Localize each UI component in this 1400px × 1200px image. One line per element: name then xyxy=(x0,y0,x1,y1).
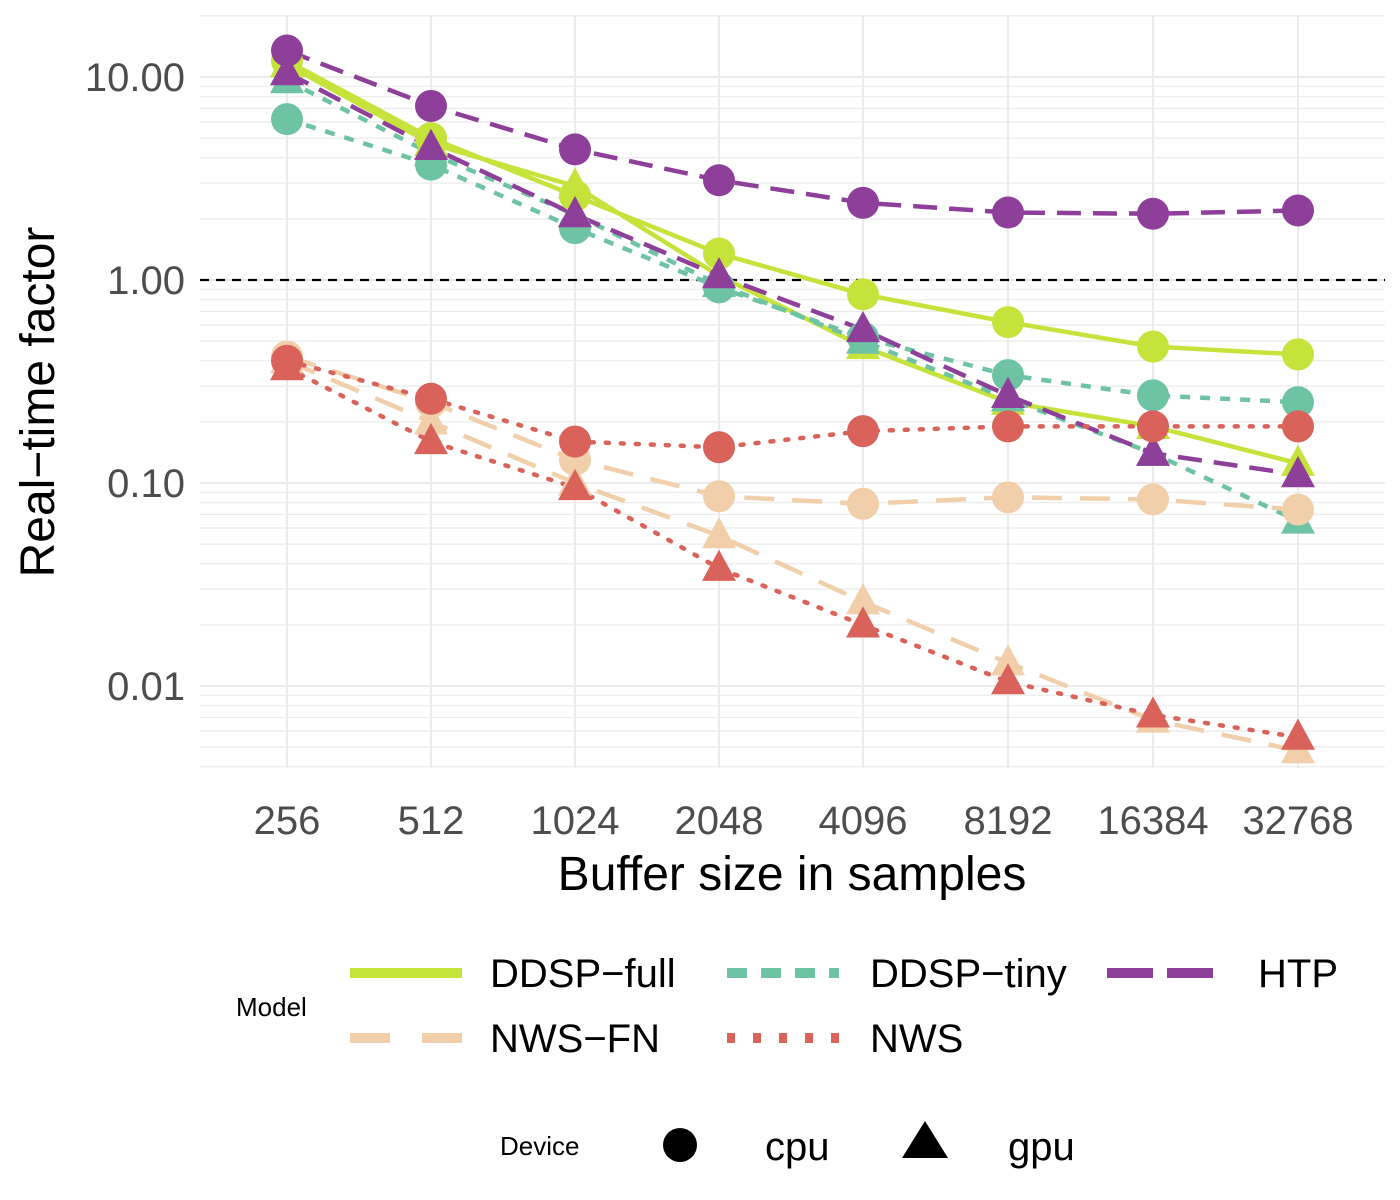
data-point-cpu xyxy=(559,425,591,458)
data-point-cpu xyxy=(992,306,1024,339)
data-point-cpu xyxy=(1282,386,1314,419)
x-tick-label: 8192 xyxy=(964,799,1053,843)
data-point-cpu xyxy=(415,89,447,122)
x-tick-label: 16384 xyxy=(1097,799,1208,843)
data-point-cpu xyxy=(1137,410,1169,443)
data-point-gpu xyxy=(991,644,1025,676)
data-point-cpu xyxy=(847,487,879,520)
data-point-cpu xyxy=(1282,338,1314,371)
data-point-cpu xyxy=(415,382,447,415)
x-tick-label: 2048 xyxy=(675,799,764,843)
data-point-cpu xyxy=(992,410,1024,443)
data-point-cpu xyxy=(992,196,1024,229)
data-point-cpu xyxy=(1137,330,1169,363)
series-line-ddsptiny-gpu xyxy=(285,78,1299,524)
series-line-ddspfull-cpu xyxy=(285,58,1299,357)
data-point-cpu xyxy=(1137,483,1169,516)
data-point-gpu xyxy=(991,376,1025,409)
data-point-gpu xyxy=(558,167,592,199)
legend-title-device: Device xyxy=(500,1131,579,1161)
legend-label-model: DDSP−tiny xyxy=(870,952,1067,996)
legend: Model DDSP−full DDSP−tiny HTP NWS−FN NWS Devic… xyxy=(236,952,1338,1169)
series-group xyxy=(270,34,1315,764)
data-point-gpu xyxy=(702,517,736,549)
y-tick-label: 0.10 xyxy=(107,462,185,506)
legend-key-triangle xyxy=(902,1121,948,1158)
data-point-gpu xyxy=(1136,696,1170,728)
data-point-gpu xyxy=(846,583,880,615)
data-point-cpu xyxy=(1137,197,1169,230)
data-point-cpu xyxy=(271,34,303,67)
data-point-cpu xyxy=(847,278,879,311)
y-tick-label: 1.00 xyxy=(107,259,185,303)
legend-label-model: NWS−FN xyxy=(490,1017,660,1061)
legend-title-model: Model xyxy=(236,992,307,1022)
data-point-cpu xyxy=(559,133,591,166)
x-tick-label: 32768 xyxy=(1242,799,1353,843)
legend-label-device: gpu xyxy=(1008,1125,1075,1169)
data-point-cpu xyxy=(847,415,879,448)
series-line-ddsptiny-cpu xyxy=(286,116,1299,405)
data-point-gpu xyxy=(1136,434,1170,466)
data-point-gpu xyxy=(1281,455,1315,488)
y-tick-label: 0.01 xyxy=(107,665,185,709)
data-point-gpu xyxy=(414,403,448,435)
legend-label-device: cpu xyxy=(765,1125,830,1169)
data-point-cpu xyxy=(1282,194,1314,227)
data-point-gpu xyxy=(991,663,1025,695)
series-line-htp-cpu xyxy=(286,48,1299,217)
data-point-gpu xyxy=(702,549,736,581)
series-line-nwsfn-cpu xyxy=(286,354,1299,512)
data-point-cpu xyxy=(703,431,735,464)
data-point-gpu xyxy=(846,310,880,343)
y-tick-labels: 10.00 1.00 0.10 0.01 xyxy=(85,56,185,709)
x-tick-label: 4096 xyxy=(819,799,908,843)
data-point-gpu xyxy=(702,257,736,289)
series-line-nws-gpu xyxy=(284,365,1301,740)
data-point-cpu xyxy=(1282,410,1314,443)
legend-label-model: NWS xyxy=(870,1017,963,1061)
x-tick-label: 1024 xyxy=(531,799,620,843)
data-point-gpu xyxy=(270,349,304,381)
legend-label-model: HTP xyxy=(1258,952,1338,996)
data-point-gpu xyxy=(558,195,592,228)
data-point-cpu xyxy=(992,481,1024,514)
data-point-gpu xyxy=(414,422,448,455)
x-tick-labels: 256 512 1024 2048 4096 8192 16384 32768 xyxy=(254,799,1354,843)
x-axis-title: Buffer size in samples xyxy=(558,848,1027,901)
y-axis-title: Real−time factor xyxy=(12,227,65,578)
x-tick-label: 512 xyxy=(398,799,465,843)
y-tick-label: 10.00 xyxy=(85,56,185,100)
x-tick-label: 256 xyxy=(254,799,321,843)
data-point-cpu xyxy=(703,480,735,513)
data-point-cpu xyxy=(847,186,879,219)
series-line-ddspfull-gpu xyxy=(285,62,1299,466)
series-line-htp-gpu xyxy=(285,70,1299,477)
data-point-cpu xyxy=(1137,379,1169,412)
data-point-cpu xyxy=(703,237,735,270)
series-line-nwsfn-gpu xyxy=(286,358,1299,753)
data-point-gpu xyxy=(558,468,592,501)
data-point-cpu xyxy=(271,103,303,136)
data-point-gpu xyxy=(846,606,880,638)
data-point-cpu xyxy=(992,359,1024,392)
legend-label-model: DDSP−full xyxy=(490,952,676,996)
data-point-gpu xyxy=(270,54,304,86)
data-point-cpu xyxy=(703,164,735,197)
data-point-cpu xyxy=(1282,493,1314,526)
data-point-gpu xyxy=(1281,718,1315,750)
data-point-gpu xyxy=(414,128,448,160)
legend-key-circle xyxy=(663,1128,697,1162)
series-line-nws-cpu xyxy=(284,358,1301,450)
